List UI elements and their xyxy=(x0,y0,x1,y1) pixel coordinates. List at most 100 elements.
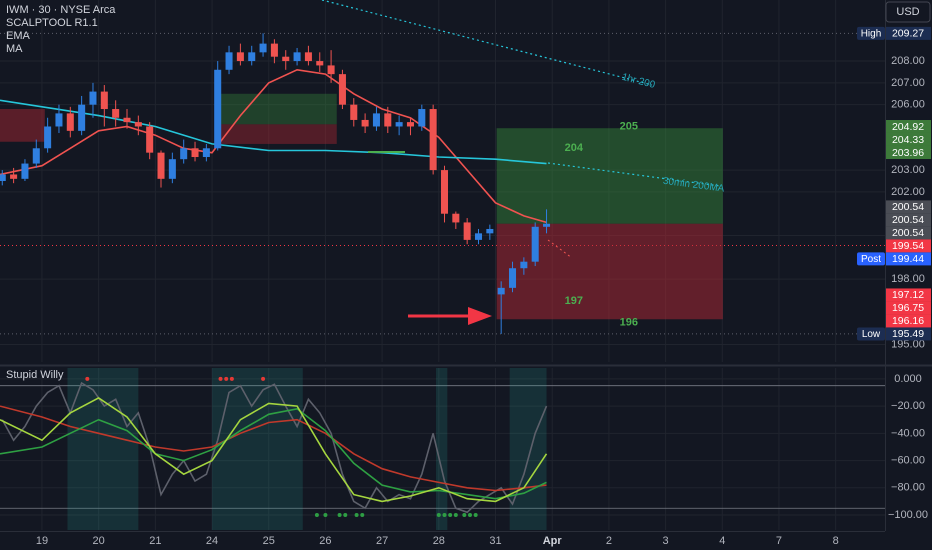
y-tick-label: −40.00 xyxy=(891,427,925,439)
signal-dot xyxy=(85,376,90,381)
signal-dot xyxy=(467,513,472,518)
candle-body xyxy=(44,126,52,149)
candle-body xyxy=(304,52,312,62)
price-tag xyxy=(857,252,885,266)
x-tick-label: 26 xyxy=(319,535,331,547)
zone xyxy=(0,109,45,142)
signal-zone xyxy=(67,368,139,530)
zone xyxy=(214,124,337,144)
x-tick-label: 24 xyxy=(206,535,218,547)
candle-body xyxy=(168,159,176,179)
y-tick-label: 208.00 xyxy=(891,55,925,67)
legend-entry: EMA xyxy=(6,30,31,42)
line-series xyxy=(0,405,547,492)
price-tag xyxy=(857,26,885,40)
signal-dot xyxy=(354,513,359,518)
signal-dot xyxy=(436,513,441,518)
x-tick-label: 21 xyxy=(149,535,161,547)
signal-zone xyxy=(509,368,547,530)
candle-body xyxy=(55,113,63,127)
line-series xyxy=(0,396,548,503)
line-series xyxy=(0,407,547,500)
price-badge-label: 199.44 xyxy=(892,253,924,265)
zone xyxy=(214,93,337,125)
currency-box[interactable] xyxy=(885,1,931,23)
price-badge-label: 199.54 xyxy=(892,240,924,252)
x-tick-label: 7 xyxy=(776,535,782,547)
signal-zone xyxy=(212,368,303,530)
legend-entry: MA xyxy=(6,43,23,55)
candle-body xyxy=(123,117,131,123)
candle-body xyxy=(384,113,392,127)
y-tick-label: 195.00 xyxy=(891,338,925,350)
price-badge xyxy=(886,119,931,133)
price-badge xyxy=(886,26,931,40)
line-series xyxy=(1,381,548,514)
candle-body xyxy=(146,126,154,153)
indicator-title: Stupid Willy xyxy=(6,369,64,381)
signal-dot xyxy=(442,513,447,518)
y-tick-label: −60.00 xyxy=(891,454,925,466)
currency: USD xyxy=(896,6,919,18)
price-badge xyxy=(886,314,931,328)
signal-dot xyxy=(314,513,319,518)
candle-body xyxy=(191,148,199,158)
price-badge xyxy=(886,226,931,240)
candle-body xyxy=(406,122,414,127)
signal-dot xyxy=(261,376,266,381)
candle-body xyxy=(452,213,460,223)
x-tick-label: 20 xyxy=(93,535,105,547)
price-badge-label: 196.16 xyxy=(892,315,924,327)
signal-dot xyxy=(323,513,328,518)
signal-dot xyxy=(453,513,458,518)
x-tick-label: Apr xyxy=(543,535,563,547)
candle-body xyxy=(10,174,18,179)
candle-body xyxy=(78,104,86,131)
candle-body xyxy=(440,170,448,214)
candle-body xyxy=(225,52,233,70)
candle-body xyxy=(248,52,256,62)
label-layer: 195.00198.00200.00202.00203.00206.00207.… xyxy=(36,26,931,547)
candle-body xyxy=(316,61,324,66)
x-tick-label: 25 xyxy=(263,535,275,547)
y-tick-label: 198.00 xyxy=(891,273,925,285)
candle-body xyxy=(236,52,244,62)
price-tag-label: High xyxy=(861,29,882,40)
candle-body xyxy=(474,233,483,240)
signal-dot xyxy=(473,513,478,518)
candle-body xyxy=(520,261,528,269)
mark-layer xyxy=(0,33,551,518)
chart-title: IWM · 30 · NYSE Arca xyxy=(6,4,116,16)
candle-body xyxy=(282,56,290,62)
x-tick-label: 2 xyxy=(606,535,612,547)
x-tick-label: 28 xyxy=(433,535,445,547)
price-badge xyxy=(886,200,931,214)
level-label: 204 xyxy=(565,142,584,154)
candle-body xyxy=(463,222,471,240)
candle-body xyxy=(395,122,403,127)
candle-body xyxy=(66,113,74,131)
price-badge xyxy=(886,288,931,302)
candle-body xyxy=(497,287,505,295)
y-tick-label: −20.00 xyxy=(891,400,925,412)
x-tick-label: 4 xyxy=(719,535,725,547)
signal-dot xyxy=(337,513,342,518)
price-tag xyxy=(857,327,885,341)
candle-body xyxy=(372,113,380,127)
candle-body xyxy=(531,226,539,262)
candle-body xyxy=(21,163,29,179)
signal-dot xyxy=(229,376,234,381)
candle-body xyxy=(543,223,551,227)
signal-dot xyxy=(462,513,467,518)
y-tick-label: 0.000 xyxy=(894,373,922,385)
y-tick-label: 206.00 xyxy=(891,99,925,111)
price-badge xyxy=(886,213,931,227)
x-tick-label: 8 xyxy=(833,535,839,547)
trendline xyxy=(547,162,721,187)
candle-body xyxy=(327,65,335,75)
price-badge-label: 200.54 xyxy=(892,227,924,239)
price-badge-label: 204.33 xyxy=(892,134,924,146)
price-badge-label: 195.49 xyxy=(892,328,924,340)
x-tick-label: 31 xyxy=(489,535,501,547)
